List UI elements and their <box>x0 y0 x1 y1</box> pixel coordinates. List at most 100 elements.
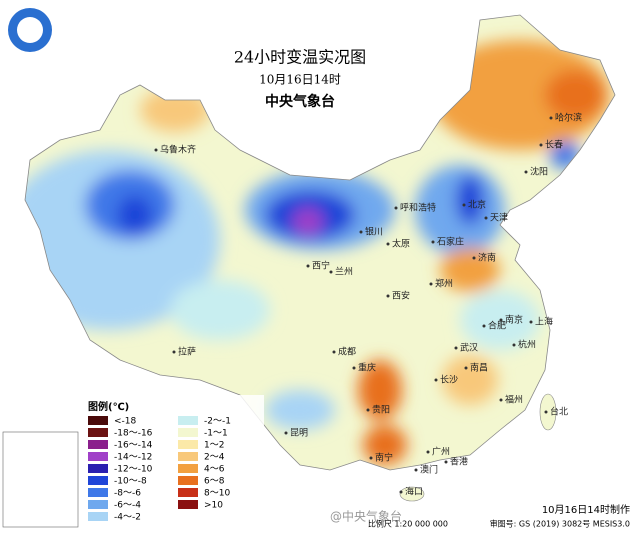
city-dot <box>284 431 288 435</box>
city-dot <box>544 410 548 414</box>
legend-swatch <box>178 500 198 509</box>
city-label: 台北 <box>550 406 568 418</box>
legend-title: 图例(℃) <box>88 400 129 413</box>
city-label: 武汉 <box>460 342 478 354</box>
city-label: 天津 <box>490 213 508 224</box>
city-dot <box>464 366 468 370</box>
city-label: 昆明 <box>290 428 308 439</box>
legend-swatch <box>88 416 108 425</box>
legend-swatch <box>88 428 108 437</box>
city-dot <box>394 206 398 210</box>
city-label: 太原 <box>392 238 410 250</box>
logo-inner <box>17 17 43 43</box>
outline <box>24 14 616 471</box>
taiwan <box>539 393 557 431</box>
city-label: 沈阳 <box>530 166 548 178</box>
city-dot <box>484 216 488 220</box>
city-label: 上海 <box>535 316 553 328</box>
legend-swatch <box>178 488 198 497</box>
city-dot <box>352 366 356 370</box>
city-dot <box>332 350 336 354</box>
city-dot <box>539 143 543 147</box>
city-dot <box>154 148 158 152</box>
legend-swatch <box>88 500 108 509</box>
legend-label: -1～1 <box>204 429 228 439</box>
city-dot <box>369 456 373 460</box>
city-label: 成都 <box>338 346 356 358</box>
city-label: 银川 <box>365 226 383 238</box>
legend-label: 4～6 <box>204 465 225 475</box>
city-label: 南昌 <box>470 362 488 374</box>
city-label: 广州 <box>432 446 450 458</box>
city-label: 济南 <box>478 252 496 264</box>
title: 24小时变温实况图 <box>234 48 366 67</box>
city-dot <box>306 264 310 268</box>
city-dot <box>429 282 433 286</box>
inset-map <box>2 431 79 528</box>
city-dot <box>524 170 528 174</box>
city-dot <box>329 270 333 274</box>
legend-label: 1～2 <box>204 441 224 451</box>
legend-swatch <box>178 476 198 485</box>
city-dot <box>462 203 466 207</box>
legend-swatch <box>88 440 108 449</box>
legend-swatch <box>88 464 108 473</box>
city-dot <box>512 343 516 347</box>
legend-label: >10 <box>204 501 223 511</box>
city-dot <box>386 294 390 298</box>
city-label: 拉萨 <box>178 346 196 358</box>
city-label: 西宁 <box>312 260 330 272</box>
city-label: 澳门 <box>420 464 438 476</box>
made-time: 10月16日14时制作 <box>542 503 630 516</box>
city-dot <box>529 320 533 324</box>
city-label: 南京 <box>505 314 523 326</box>
legend-swatch <box>88 452 108 461</box>
city-label: 长沙 <box>440 374 458 386</box>
legend-label: 8～10 <box>204 489 230 499</box>
city-dot <box>366 408 370 412</box>
legend-box <box>82 395 264 523</box>
legend-label: -16～-14 <box>114 441 153 451</box>
city-dot <box>454 346 458 350</box>
city-dot <box>444 460 448 464</box>
scale: 比例尺 1:20 000 000 <box>368 519 448 529</box>
city-label: 南宁 <box>375 452 393 464</box>
city-label: 兰州 <box>335 266 353 278</box>
legend-label: 2～4 <box>204 453 225 463</box>
city-label: 贵阳 <box>372 404 390 416</box>
legend-label: -18～-16 <box>114 429 153 439</box>
agency: 中央气象台 <box>265 93 335 110</box>
city-label: 哈尔滨 <box>555 112 582 124</box>
legend-label: -4～-2 <box>114 513 141 523</box>
city-dot <box>549 116 553 120</box>
city-label: 重庆 <box>358 362 376 374</box>
legend-label: -12～-10 <box>114 465 153 475</box>
city-dot <box>472 256 476 260</box>
city-label: 香港 <box>450 456 468 468</box>
city-label: 呼和浩特 <box>400 202 436 214</box>
city-dot <box>499 398 503 402</box>
legend-swatch <box>178 428 198 437</box>
legend-swatch <box>178 416 198 425</box>
subtitle: 10月16日14时 <box>259 73 341 87</box>
legend: <-18 -18～-16 -16～-14 -14～-12 -12～-10 -10～-8 -8… <box>88 416 231 523</box>
legend-label: -10～-8 <box>114 477 147 487</box>
city-dot <box>399 490 403 494</box>
hainan <box>399 486 425 502</box>
city-label: 乌鲁木齐 <box>160 144 196 156</box>
legend-label: -8～-6 <box>114 489 141 499</box>
legend-label: <-18 <box>114 417 137 427</box>
legend-swatch <box>178 464 198 473</box>
legend-label: -6～-4 <box>114 501 141 511</box>
watermark: @中央气象台 <box>330 509 402 524</box>
city-label: 郑州 <box>435 278 453 290</box>
city-label: 海口 <box>405 486 423 498</box>
city-dot <box>499 318 503 322</box>
legend-swatch <box>88 476 108 485</box>
city-dot <box>482 324 486 328</box>
city-label: 长春 <box>545 139 563 151</box>
legend-label: -14～-12 <box>114 453 152 463</box>
legend-label: 6～8 <box>204 477 225 487</box>
